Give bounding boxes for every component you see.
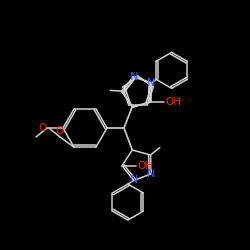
Text: OH: OH xyxy=(166,97,182,107)
Text: N: N xyxy=(130,72,138,82)
Text: O: O xyxy=(39,123,47,133)
Text: OH: OH xyxy=(137,161,153,171)
Text: N: N xyxy=(130,176,138,186)
Text: N: N xyxy=(147,78,156,88)
Text: N: N xyxy=(147,169,156,179)
Text: O: O xyxy=(56,126,64,136)
